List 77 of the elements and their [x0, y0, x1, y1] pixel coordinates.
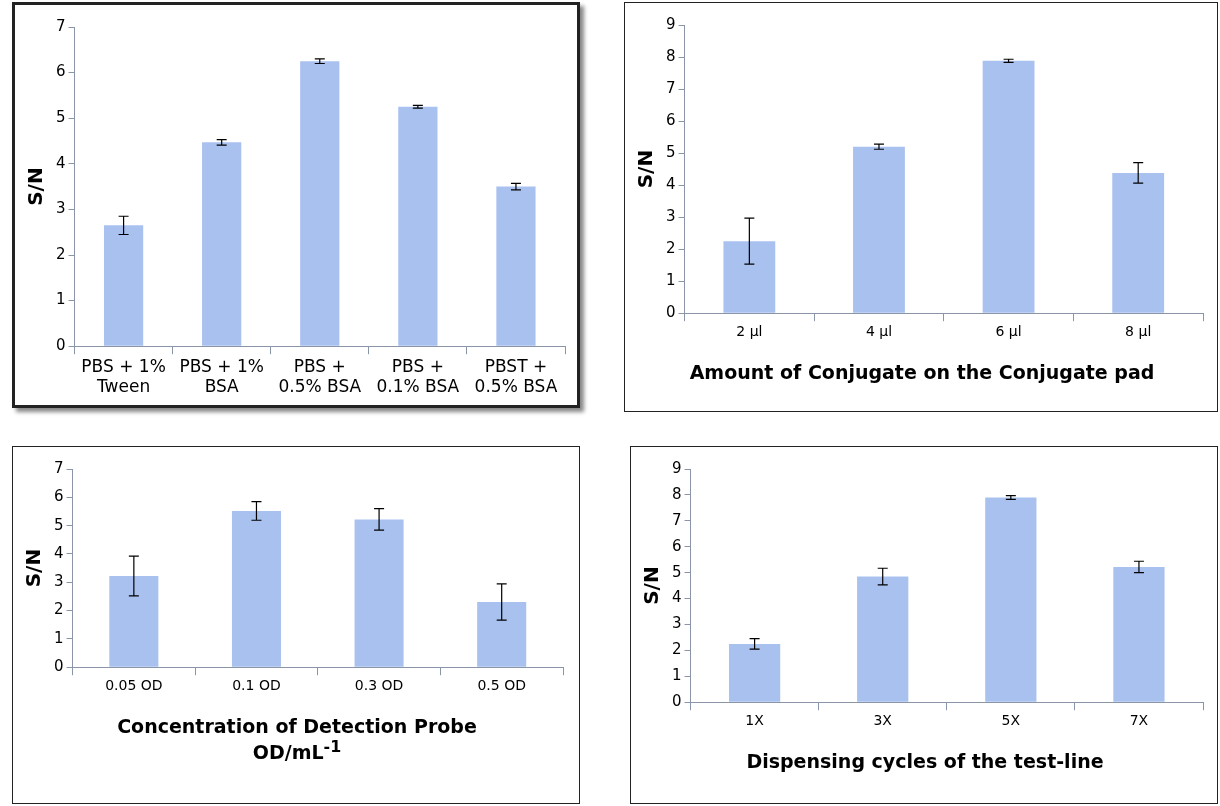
y-tick-label: 6 [666, 110, 676, 129]
y-tick-label: 6 [672, 536, 682, 555]
x-tick-label: PBS + 1% BSA [179, 355, 264, 397]
bar [354, 519, 404, 667]
y-tick-label: 7 [672, 510, 682, 529]
y-tick-label: 0 [54, 657, 64, 676]
x-tick-label: 5X [1001, 712, 1021, 729]
bar [985, 497, 1037, 702]
x-tick-label: 0.1 OD [232, 677, 281, 694]
y-tick-label: 5 [56, 108, 66, 127]
y-tick-label: 2 [56, 244, 66, 263]
y-tick-label: 4 [56, 153, 66, 172]
x-tick-label: 6 µl [995, 323, 1022, 340]
y-tick-label: 9 [672, 458, 682, 477]
bar [300, 61, 340, 346]
x-tick-label: PBS + 1% Tween [81, 355, 166, 397]
y-axis-title: S/N [639, 566, 664, 605]
y-tick-label: 4 [672, 588, 682, 607]
bar [496, 186, 536, 346]
y-tick-label: 5 [666, 142, 676, 161]
y-tick-label: 6 [54, 487, 64, 506]
y-tick-label: 3 [666, 207, 676, 226]
bar [398, 106, 438, 346]
x-tick-label: PBST + 0.5% BSA [474, 355, 558, 397]
x-tick-label: 0.3 OD [354, 677, 404, 694]
x-tick-label: 1X [745, 712, 765, 729]
x-tick-label: 0.5 OD [477, 677, 526, 694]
y-tick-label: 5 [672, 562, 682, 581]
x-tick-label: 7X [1129, 712, 1149, 729]
y-tick-label: 1 [54, 628, 64, 647]
y-tick-label: 4 [666, 175, 676, 193]
x-tick-label: 0.05 OD [105, 677, 163, 694]
x-axis-title: Concentration of Detection Probe OD/mL$^{-1}$ [116, 715, 478, 764]
y-tick-label: 2 [672, 640, 682, 659]
bar [103, 225, 144, 346]
x-axis-title: Amount of Conjugate on the Conjugate pad [688, 361, 1156, 383]
y-tick-label: 0 [672, 692, 682, 711]
y-tick-label: 7 [54, 458, 64, 477]
bar [202, 142, 242, 346]
y-tick-label: 7 [56, 16, 66, 35]
x-tick-label: PBS + 0.1% BSA [376, 355, 460, 397]
bar [728, 643, 781, 702]
y-axis-title: S/N [633, 149, 658, 189]
bar [109, 576, 159, 667]
y-tick-label: 8 [666, 46, 676, 65]
bar [853, 146, 905, 313]
y-tick-label: 1 [56, 290, 66, 309]
y-tick-label: 5 [54, 515, 64, 534]
x-tick-label: 4 µl [865, 323, 893, 340]
y-axis-title: S/N [21, 548, 46, 588]
y-tick-label: 8 [672, 484, 682, 503]
bar [231, 510, 281, 667]
y-tick-label: 0 [56, 336, 66, 355]
x-tick-label: PBS + 0.5% BSA [278, 355, 362, 397]
y-tick-label: 2 [666, 239, 676, 258]
bar [857, 576, 909, 702]
y-tick-label: 3 [56, 199, 66, 218]
bar [477, 602, 527, 667]
y-tick-label: 3 [54, 572, 64, 591]
y-tick-label: 9 [666, 14, 676, 33]
y-tick-label: 6 [56, 62, 66, 81]
y-tick-label: 4 [54, 543, 64, 562]
bar [723, 241, 776, 313]
x-axis-title: Dispensing cycles of the test-line [745, 750, 1105, 772]
y-axis-title: S/N [23, 167, 48, 206]
bar [1112, 172, 1165, 313]
y-tick-label: 2 [54, 600, 64, 619]
x-tick-label: 2 µl [736, 323, 763, 340]
y-tick-label: 1 [672, 666, 682, 685]
x-tick-label: 3X [873, 712, 893, 729]
y-tick-label: 0 [666, 303, 676, 322]
y-tick-label: 1 [666, 271, 676, 290]
bar [1113, 566, 1165, 702]
bar [982, 60, 1035, 313]
y-tick-label: 3 [672, 614, 682, 633]
y-tick-label: 7 [666, 78, 676, 97]
x-tick-label: 8 µl [1125, 323, 1152, 340]
